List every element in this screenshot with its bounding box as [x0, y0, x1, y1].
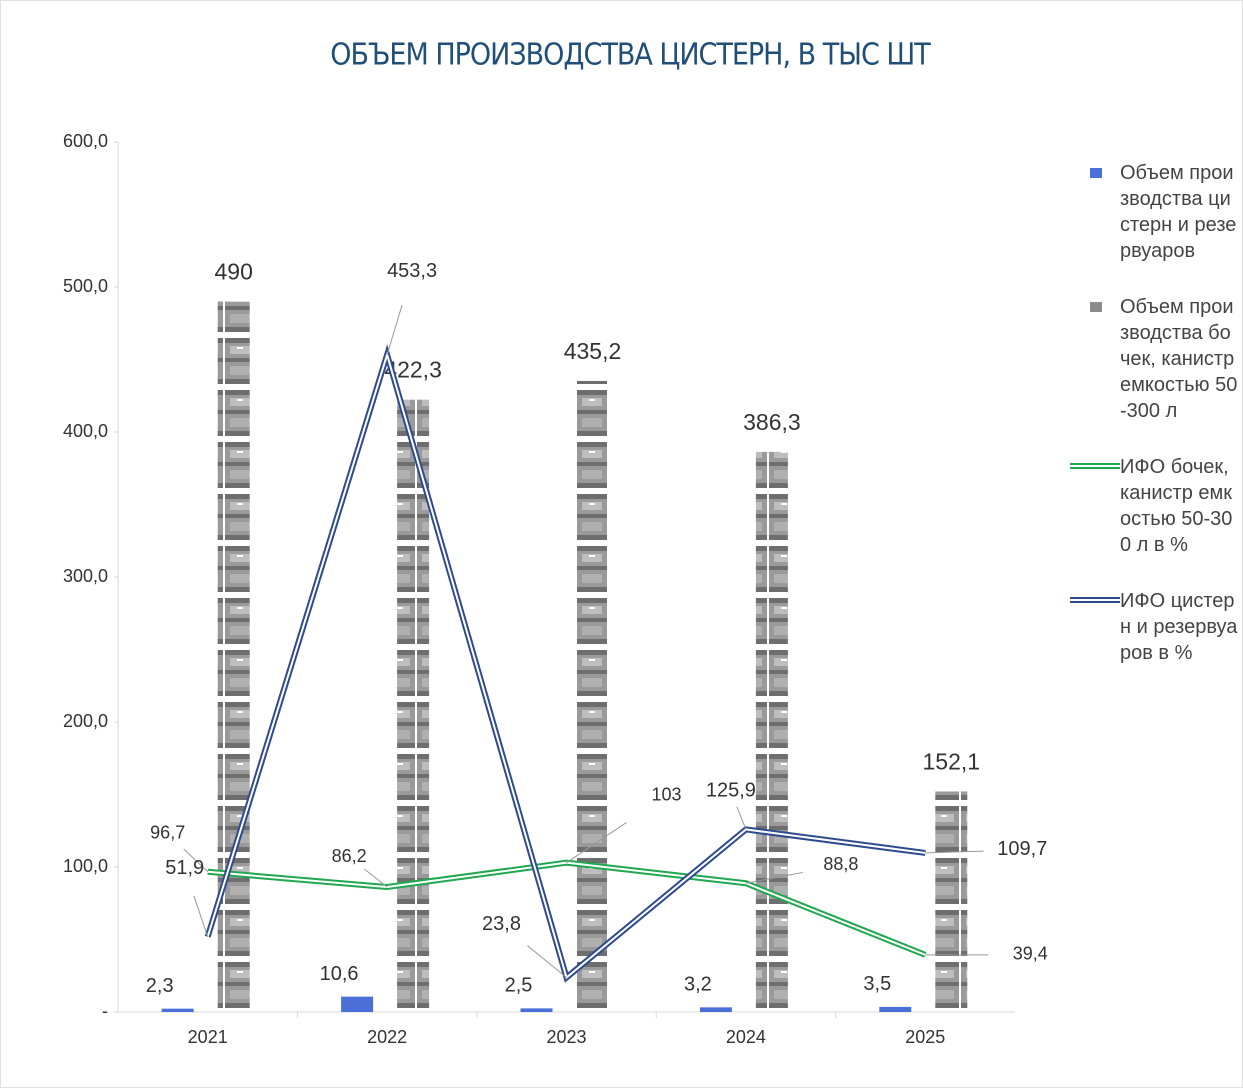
data-label: 3,2	[684, 974, 712, 996]
data-label: 103	[651, 784, 681, 804]
bar	[879, 1006, 912, 1012]
data-label: 435,2	[564, 338, 622, 364]
leader-line	[745, 871, 803, 884]
leader-line	[193, 895, 209, 937]
data-label: 51,9	[165, 857, 204, 879]
x-tick-label: 2025	[905, 1027, 945, 1047]
chart-title: ОБЪЕМ ПРОИЗВОДСТВА ЦИСТЕРН, В ТЫС ШТ	[330, 38, 931, 73]
leader-line	[527, 945, 567, 978]
leader-line	[925, 850, 984, 854]
bar	[341, 996, 374, 1012]
y-tick-label: -	[102, 1001, 108, 1021]
x-tick-label: 2021	[188, 1027, 228, 1047]
legend-key	[1070, 294, 1120, 320]
legend-key	[1070, 588, 1120, 614]
y-tick-label: 300,0	[63, 566, 108, 586]
data-label: 2,5	[505, 975, 533, 997]
y-tick-label: 600,0	[63, 131, 108, 151]
bar	[576, 380, 609, 1013]
leader-line	[386, 304, 403, 355]
legend: Объем производства цистерн и резервуаров…	[1070, 160, 1240, 696]
data-label: 86,2	[332, 846, 367, 866]
legend-label: Объем производства бочек, канистр емкост…	[1120, 296, 1238, 422]
legend-label: ИФО бочек, канистр емкостью 50-300 л в %	[1120, 456, 1233, 556]
x-tick-label: 2024	[726, 1027, 766, 1047]
line-series-inner	[206, 351, 926, 980]
x-tick-label: 2023	[546, 1027, 586, 1047]
bar	[699, 1007, 732, 1012]
legend-item: ИФО цистерн и резервуаров в %	[1070, 588, 1240, 666]
y-tick-label: 200,0	[63, 711, 108, 731]
data-label: 39,4	[1013, 944, 1048, 964]
bar	[520, 1008, 553, 1012]
legend-item: ИФО бочек, канистр емкостью 50-300 л в %	[1070, 454, 1240, 558]
data-label: 152,1	[923, 749, 981, 775]
data-label: 96,7	[150, 823, 185, 843]
data-label: 2,3	[146, 975, 174, 997]
data-label: 23,8	[482, 913, 521, 935]
legend-key	[1070, 160, 1120, 186]
bar	[935, 791, 968, 1012]
data-label: 3,5	[863, 973, 891, 995]
leader-line	[183, 848, 209, 873]
line-series	[207, 859, 927, 958]
data-label: 125,9	[706, 780, 756, 802]
leader-line	[566, 822, 627, 864]
y-tick-label: 400,0	[63, 421, 108, 441]
legend-label: Объем производства цистерн и резервуаров	[1120, 162, 1237, 262]
legend-label: ИФО цистерн и резервуаров в %	[1120, 590, 1238, 664]
legend-key	[1070, 454, 1120, 480]
leader-line	[736, 806, 747, 830]
x-tick-label: 2022	[367, 1027, 407, 1047]
bar	[397, 399, 430, 1012]
data-label: 453,3	[387, 260, 437, 282]
leader-line	[363, 868, 388, 888]
data-label: 10,6	[320, 963, 359, 985]
legend-item: Объем производства бочек, канистр емкост…	[1070, 294, 1240, 424]
bar	[217, 301, 250, 1012]
y-tick-label: 500,0	[63, 276, 108, 296]
data-label: 490	[215, 259, 253, 285]
bar	[755, 451, 788, 1012]
bar	[161, 1008, 194, 1012]
legend-item: Объем производства цистерн и резервуаров	[1070, 160, 1240, 264]
data-label: 88,8	[823, 854, 858, 874]
y-tick-label: 100,0	[63, 856, 108, 876]
data-label: 386,3	[743, 409, 801, 435]
line-series	[204, 344, 926, 983]
data-label: 109,7	[997, 838, 1047, 860]
